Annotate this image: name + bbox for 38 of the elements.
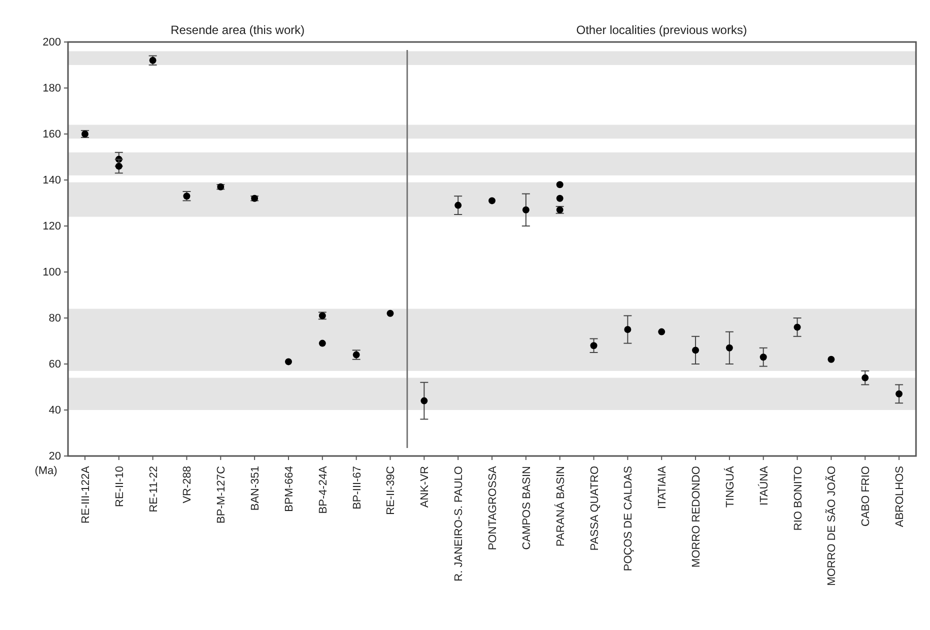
x-tick-label: CAMPOS BASIN: [520, 466, 533, 550]
y-tick-label: 60: [48, 358, 61, 371]
x-tick-label: CABO FRIO: [860, 466, 872, 527]
x-tick-label: RE-II-39C: [385, 466, 398, 515]
x-tick-label: R. JANEIRO-S. PAULO: [453, 466, 466, 582]
y-tick-label: 200: [42, 36, 61, 49]
x-tick-label: ANK-VR: [419, 466, 432, 508]
x-tick-label: BAN-351: [250, 466, 262, 511]
x-tick-label: MORRO REDONDO: [690, 466, 703, 568]
x-tick-label: RE-11-22: [148, 466, 160, 512]
x-tick-label: ABROLHOS: [894, 466, 906, 528]
y-tick-label: 80: [48, 312, 61, 325]
x-tick-label: BP-III-67: [351, 466, 364, 510]
x-tick-label: BP-4-24A: [317, 465, 330, 514]
text: Other localities (previous works): [576, 23, 747, 37]
x-tick-label: POÇOS DE CALDAS: [622, 466, 635, 572]
x-tick-label: MORRO DE SÃO JOÃO: [825, 466, 838, 586]
y-tick-label: 20: [48, 450, 61, 463]
x-tick-label: TINGUÁ: [723, 465, 736, 508]
y-tick-label: 100: [42, 266, 61, 279]
y-tick-label: 140: [42, 174, 61, 187]
x-tick-label: RIO BONITO: [792, 466, 804, 531]
x-tick-label: VR-288: [182, 466, 194, 504]
x-tick-label: BP-M-127C: [216, 466, 228, 524]
x-tick-label: BPM-664: [283, 466, 296, 512]
x-tick-label: PASSA QUATRO: [588, 466, 601, 551]
y-tick-label: 160: [42, 128, 61, 141]
x-tick-label: ITAÚNA: [757, 465, 770, 506]
y-tick-label: 180: [42, 82, 61, 95]
x-tick-label: RE-II-10: [114, 466, 126, 507]
y-tick-label: 40: [48, 404, 61, 417]
x-tick-label: ITATIAIA: [656, 465, 669, 509]
y-axis-title: (Ma): [34, 465, 58, 477]
x-tick-label: PARANÁ BASIN: [554, 466, 567, 546]
x-tick-label: PONTAGROSSA: [487, 465, 499, 550]
y-tick-label: 120: [42, 220, 61, 233]
x-tick-label: RE-III-122A: [80, 465, 92, 524]
text: Resende area (this work): [170, 23, 305, 37]
